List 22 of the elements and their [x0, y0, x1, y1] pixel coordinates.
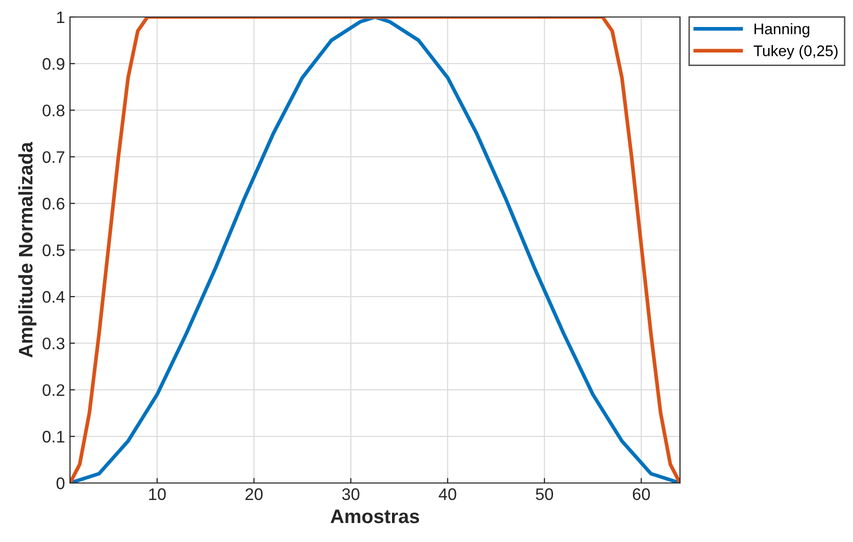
x-tick-label: 50 — [536, 488, 554, 500]
y-axis-title: Amplitude Normalizada — [18, 142, 36, 358]
x-tick-label: 20 — [246, 488, 263, 500]
legend-label: Tukey (0,25) — [754, 44, 838, 60]
y-tick-label: 0.8 — [42, 104, 64, 116]
line-series — [70, 17, 680, 483]
legend-label: Hanning — [754, 23, 810, 38]
y-tick-label: 0.4 — [42, 291, 65, 303]
x-tick-label: 30 — [342, 488, 360, 500]
y-tick-label: 1 — [57, 12, 64, 24]
x-tick-label: 40 — [438, 488, 456, 500]
x-tick-label: 10 — [149, 488, 166, 500]
y-tick-label: 0.1 — [42, 430, 64, 443]
y-tick-label: 0 — [56, 477, 64, 490]
y-tick-label: 0.6 — [42, 198, 64, 210]
x-tick-label: 60 — [632, 488, 650, 500]
y-tick-label: 0.9 — [42, 58, 64, 70]
y-tick-label: 0.2 — [42, 384, 64, 396]
y-tick-label: 0.7 — [42, 151, 64, 164]
x-axis-title: Amostras — [330, 510, 420, 524]
y-tick-label: 0.3 — [42, 338, 64, 350]
y-tick-label: 0.5 — [42, 244, 64, 256]
